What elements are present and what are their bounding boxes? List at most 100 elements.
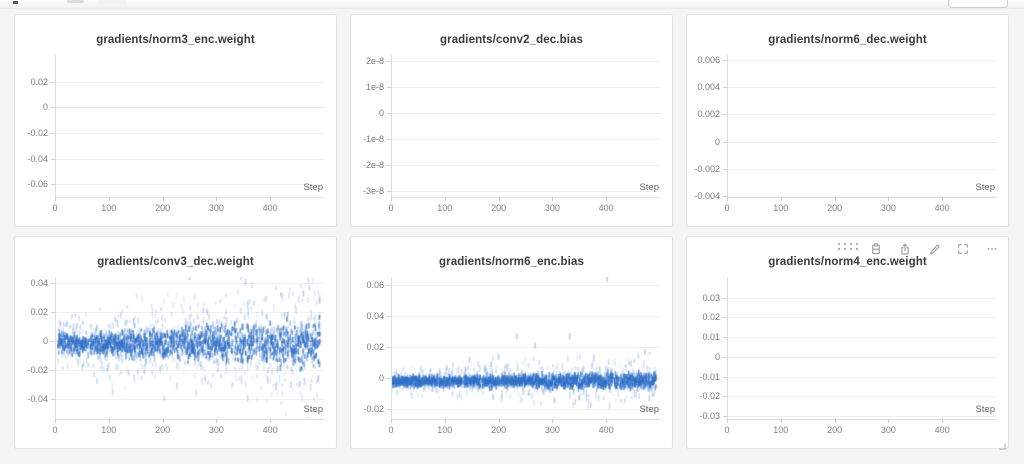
x-tick-mark [499,419,500,423]
x-tick-mark [606,419,607,423]
y-gridline [55,82,324,83]
y-tick-label: 0.03 [687,293,720,303]
x-tick-label: 300 [537,425,567,435]
x-tick-label: 400 [591,203,621,213]
chart-area[interactable]: 0.0060.0040.0020-0.002-0.004010020030040… [687,15,1008,226]
resize-handle-icon[interactable] [997,437,1006,446]
y-gridline [391,191,660,192]
export-icon[interactable] [899,242,911,254]
x-tick-mark [445,197,446,201]
y-tick-label: 0.002 [687,109,720,119]
chart-area[interactable]: 0.040.020-0.02-0.040100200300400 [15,237,336,448]
x-tick-label: 200 [820,425,850,435]
x-axis-label: Step [639,404,659,415]
x-tick-mark [781,419,782,423]
x-tick-mark [606,197,607,201]
x-tick-mark [216,419,217,423]
x-tick-label: 100 [766,203,796,213]
y-gridline [391,139,660,140]
chart-panel[interactable]: gradients/conv3_dec.weight 0.040.020-0.0… [14,236,337,449]
y-gridline [727,298,996,299]
x-tick-mark [270,197,271,201]
y-tick-label: -0.06 [15,179,48,189]
edit-pencil-icon[interactable] [928,242,940,254]
y-tick-label: 0.006 [687,55,720,65]
chart-panel[interactable]: gradients/norm4_enc.weight 0.030.020.010… [686,236,1009,449]
y-tick-label: -0.002 [687,164,720,174]
chart-panel[interactable]: gradients/conv2_dec.bias 2e-81e-80-1e-8-… [350,14,673,227]
chart-area[interactable]: 0.060.040.020-0.020100200300400 [351,237,672,448]
x-tick-mark [163,197,164,201]
x-axis-label: Step [975,404,995,415]
y-gridline [727,396,996,397]
x-tick-mark [781,197,782,201]
chart-panel[interactable]: gradients/norm6_dec.weight 0.0060.0040.0… [686,14,1009,227]
x-tick-mark [835,419,836,423]
y-tick-label: 0.02 [15,307,48,317]
x-tick-label: 0 [40,203,70,213]
x-axis-line [727,197,996,198]
x-tick-mark [270,419,271,423]
x-tick-label: 200 [148,425,178,435]
more-options-icon[interactable] [986,242,998,254]
y-tick-label: -0.04 [15,394,48,404]
y-gridline [55,184,324,185]
x-tick-mark [552,197,553,201]
x-tick-label: 200 [148,203,178,213]
chart-panel[interactable]: gradients/norm6_enc.bias 0.060.040.020-0… [350,236,673,449]
x-tick-mark [109,419,110,423]
x-axis-label: Step [639,182,659,193]
x-axis-label: Step [975,182,995,193]
y-tick-label: -0.04 [15,154,48,164]
x-axis-label: Step [303,404,323,415]
clipboard-icon[interactable] [870,242,882,254]
x-tick-label: 400 [927,203,957,213]
chart-area[interactable]: 0.030.020.010-0.01-0.02-0.03010020030040… [687,237,1008,448]
y-tick-label: -0.03 [687,411,720,421]
x-tick-mark [391,419,392,423]
y-tick-label: 2e-8 [351,56,384,66]
x-tick-label: 400 [255,203,285,213]
y-tick-label: -0.004 [687,191,720,201]
x-tick-mark [109,197,110,201]
y-gridline [727,60,996,61]
header-pill-fragment [67,0,84,3]
header-button-cutoff[interactable] [948,0,1008,8]
fullscreen-icon[interactable] [957,242,969,254]
y-gridline [55,133,324,134]
y-tick-label: 0 [351,108,384,118]
y-tick-label: 0.02 [15,77,48,87]
x-tick-label: 200 [484,203,514,213]
x-tick-mark [835,197,836,201]
x-tick-label: 0 [712,203,742,213]
page-header-strip [0,0,1024,9]
x-axis-label: Step [303,182,323,193]
x-tick-label: 100 [430,425,460,435]
y-gridline [55,107,324,108]
y-gridline [391,113,660,114]
y-gridline [727,357,996,358]
chart-area[interactable]: 0.020-0.02-0.04-0.060100200300400 [15,15,336,226]
y-tick-label: -0.01 [687,372,720,382]
x-tick-label: 400 [255,425,285,435]
y-axis-line [727,55,728,197]
y-tick-label: -0.02 [15,128,48,138]
x-tick-label: 0 [712,425,742,435]
y-tick-label: 0.004 [687,82,720,92]
drag-handle-icon[interactable] [838,243,858,250]
y-gridline [727,377,996,378]
y-tick-label: 0 [15,102,48,112]
x-tick-label: 100 [430,203,460,213]
x-tick-mark [163,419,164,423]
chart-panel[interactable]: gradients/norm3_enc.weight 0.020-0.02-0.… [14,14,337,227]
y-tick-label: 0.02 [687,312,720,322]
x-tick-label: 200 [484,425,514,435]
x-tick-label: 0 [376,425,406,435]
x-tick-label: 400 [927,425,957,435]
x-tick-label: 300 [873,425,903,435]
chart-area[interactable]: 2e-81e-80-1e-8-2e-8-3e-80100200300400 [351,15,672,226]
x-tick-mark [888,419,889,423]
y-tick-label: -0.02 [351,404,384,414]
x-axis-line [727,419,996,420]
panel-toolbar [870,242,998,254]
